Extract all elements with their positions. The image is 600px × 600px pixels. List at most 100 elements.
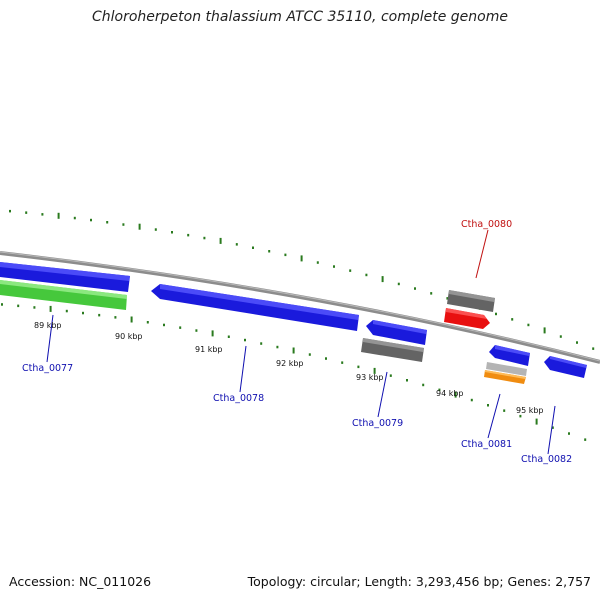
lower-tick-mark <box>535 418 538 425</box>
lower-tick-mark <box>114 316 117 319</box>
gene-ctha-0081[interactable] <box>489 345 530 366</box>
position-label-92kbp: 92 kbp <box>276 359 304 368</box>
connector-ctha-0079 <box>377 371 388 418</box>
upper-tick-mark <box>57 212 60 219</box>
upper-tick-mark <box>252 246 254 249</box>
genome-summary-text: Topology: circular; Length: 3,293,456 bp… <box>247 574 591 589</box>
lower-tick-mark <box>1 303 3 306</box>
gene-label-ctha-0081[interactable]: Ctha_0081 <box>461 439 512 450</box>
lower-tick-mark <box>17 304 20 308</box>
upper-tick-mark <box>446 297 449 300</box>
lower-tick-mark <box>308 353 311 356</box>
upper-tick-mark <box>73 216 76 220</box>
gene-ctha-0082[interactable] <box>544 356 587 378</box>
upper-tick-mark <box>397 282 400 286</box>
gene-lightgray-feature[interactable] <box>486 362 527 376</box>
lower-tick-mark <box>357 365 360 369</box>
upper-tick-mark <box>171 231 173 234</box>
upper-tick-mark <box>511 318 514 321</box>
lower-tick-mark <box>584 438 587 441</box>
upper-tick-mark <box>284 253 287 257</box>
lower-tick-mark <box>568 432 570 435</box>
lower-tick-mark <box>227 335 230 338</box>
gene-label-connectors <box>46 229 556 455</box>
gene-orange-feature[interactable] <box>484 370 526 384</box>
connector-ctha-0080 <box>475 229 489 279</box>
genome-backbone-highlight <box>0 251 600 362</box>
upper-tick-mark <box>316 261 319 264</box>
upper-tick-mark <box>495 312 497 316</box>
upper-tick-mark <box>559 335 562 338</box>
upper-tick-mark <box>154 228 157 231</box>
genome-backbone <box>0 251 600 364</box>
position-label-93kbp: 93 kbp <box>356 373 384 382</box>
connector-ctha-0077 <box>46 314 54 363</box>
connector-ctha-0078 <box>239 345 247 393</box>
lower-tick-mark <box>406 379 408 382</box>
gene-gray-feature-2[interactable] <box>447 290 495 312</box>
upper-tick-mark <box>333 265 335 268</box>
upper-tick-mark <box>25 211 28 214</box>
upper-tick-mark <box>381 276 384 283</box>
lower-tick-mark <box>33 306 36 309</box>
lower-tick-mark <box>373 367 376 374</box>
gene-label-ctha-0080[interactable]: Ctha_0080 <box>461 219 512 230</box>
lower-tick-mark <box>49 305 52 312</box>
gene-ctha-0078[interactable] <box>151 284 359 331</box>
lower-tick-mark <box>211 330 214 337</box>
gene-label-ctha-0078[interactable]: Ctha_0078 <box>213 393 264 404</box>
upper-tick-mark <box>138 223 141 230</box>
upper-tick-mark <box>187 233 190 237</box>
lower-tick-mark <box>65 309 68 313</box>
lower-tick-mark <box>163 323 165 327</box>
upper-tick-mark <box>365 273 368 277</box>
lower-tick-mark <box>82 311 84 315</box>
upper-tick-mark <box>349 269 352 272</box>
upper-tick-mark <box>106 221 109 224</box>
upper-tick-mark <box>90 218 92 222</box>
gene-label-ctha-0079[interactable]: Ctha_0079 <box>352 418 403 429</box>
gene-label-ctha-0082[interactable]: Ctha_0082 <box>521 454 572 465</box>
lower-tick-mark <box>487 404 489 407</box>
lower-tick-mark <box>292 347 295 354</box>
gene-label-ctha-0077[interactable]: Ctha_0077 <box>22 363 73 374</box>
gene-ctha-0080[interactable] <box>444 308 490 329</box>
lower-tick-mark <box>519 414 522 418</box>
upper-tick-mark <box>543 327 546 334</box>
position-label-89kbp: 89 kbp <box>34 321 62 330</box>
lower-tick-mark <box>551 426 554 429</box>
upper-tick-mark <box>203 236 206 240</box>
lower-tick-mark <box>325 357 327 360</box>
upper-tick-mark <box>9 209 11 213</box>
lower-tick-mark <box>341 361 344 364</box>
upper-tick-mark <box>41 213 44 216</box>
lower-tick-mark <box>146 321 149 324</box>
gene-green-feature[interactable] <box>0 280 127 310</box>
position-label-90kbp: 90 kbp <box>115 332 143 341</box>
upper-tick-mark <box>219 237 222 244</box>
lower-tick-mark <box>438 388 441 392</box>
lower-tick-mark <box>503 409 506 412</box>
upper-tick-mark <box>300 255 303 262</box>
gene-ctha-0079[interactable] <box>366 320 427 345</box>
lower-tick-mark <box>98 313 101 317</box>
upper-tick-mark <box>414 287 416 290</box>
lower-tick-mark <box>470 398 473 402</box>
lower-tick-mark <box>276 345 279 349</box>
upper-tick-mark <box>592 347 595 350</box>
lower-tick-mark <box>454 391 457 398</box>
lower-tick-mark <box>195 329 198 332</box>
lower-tick-mark <box>389 374 392 377</box>
position-label-94kbp: 94 kbp <box>436 389 464 398</box>
gene-ctha-0077[interactable] <box>0 262 130 292</box>
lower-tick-mark <box>422 383 425 387</box>
upper-tick-mark <box>527 323 530 327</box>
upper-tick-mark <box>268 250 271 253</box>
connector-ctha-0082 <box>547 405 556 455</box>
lower-tick-mark <box>179 326 182 329</box>
gene-gray-feature-1[interactable] <box>361 338 424 362</box>
accession-text: Accession: NC_011026 <box>9 574 152 589</box>
lower-tick-mark <box>260 342 263 345</box>
lower-tick-row <box>1 303 587 441</box>
